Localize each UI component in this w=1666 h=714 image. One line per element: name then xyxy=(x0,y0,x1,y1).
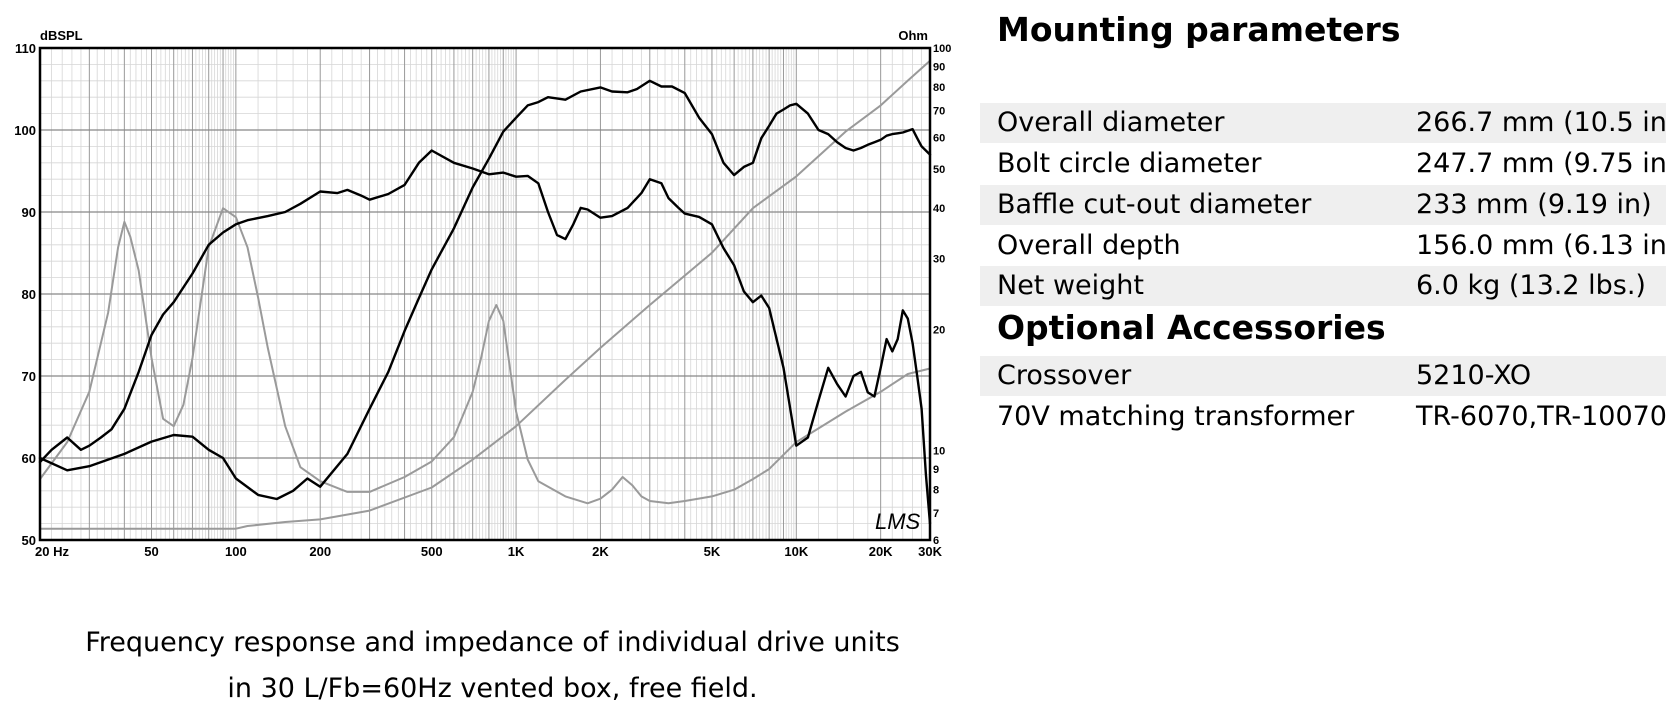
impedance-curve xyxy=(39,59,931,530)
spec-row-70v-transformer: 70V matching transformer TR-6070,TR-1007… xyxy=(980,397,1666,437)
y-axis-ticks: 50 60 70 80 90 100 110 xyxy=(14,41,36,548)
x-tick-label: 5K xyxy=(704,544,721,559)
y2-tick-label: 8 xyxy=(933,485,939,497)
spec-value: 233 mm (9.19 in) xyxy=(1416,189,1652,220)
spec-row-net-weight: Net weight 6.0 kg (13.2 lbs.) xyxy=(980,266,1666,306)
y2-tick-label: 30 xyxy=(933,254,945,266)
x-tick-label: 20 Hz xyxy=(35,544,69,559)
spec-row-overall-depth: Overall depth 156.0 mm (6.13 in) xyxy=(980,226,1666,266)
y2-tick-label: 80 xyxy=(933,82,945,94)
spec-row-overall-diameter: Overall diameter 266.7 mm (10.5 in) xyxy=(980,103,1666,143)
y2-tick-label: 70 xyxy=(933,105,945,117)
x-tick-label: 1K xyxy=(508,544,525,559)
frequency-response-chart: 50 60 70 80 90 100 110 6 7 8 9 10 20 30 40 50 60 70 80 90 1… xyxy=(14,28,951,559)
impedance-curve xyxy=(39,207,931,505)
spec-label: Net weight xyxy=(997,270,1145,301)
y2-axis-label: Ohm xyxy=(898,28,928,43)
y2-tick-label: 20 xyxy=(933,324,945,336)
spl-curve xyxy=(38,79,932,501)
optional-accessories-title: Optional Accessories xyxy=(997,308,1386,347)
spec-value: 5210-XO xyxy=(1416,360,1532,391)
spec-value: 6.0 kg (13.2 lbs.) xyxy=(1416,270,1646,301)
y2-axis-ticks: 6 7 8 9 10 20 30 40 50 60 70 80 90 100 xyxy=(933,43,951,547)
spec-value: 266.7 mm (10.5 in) xyxy=(1416,107,1666,138)
spec-value: TR-6070,TR-10070 xyxy=(1416,401,1666,432)
spec-label: 70V matching transformer xyxy=(997,401,1355,432)
spec-row-crossover: Crossover 5210-XO xyxy=(980,356,1666,396)
y-axis-label: dBSPL xyxy=(40,28,83,43)
series-layer xyxy=(38,59,932,530)
y-tick-label: 110 xyxy=(15,41,36,56)
y2-tick-label: 90 xyxy=(933,61,945,73)
spec-label: Overall depth xyxy=(997,230,1181,261)
x-tick-label: 2K xyxy=(592,544,609,559)
spec-value: 247.7 mm (9.75 in) xyxy=(1416,148,1666,179)
major-grid xyxy=(40,48,930,540)
y-tick-label: 90 xyxy=(22,205,36,220)
y-tick-label: 50 xyxy=(22,533,36,548)
y-tick-label: 100 xyxy=(14,123,36,138)
x-tick-label: 10K xyxy=(784,544,808,559)
spec-row-bolt-circle-diameter: Bolt circle diameter 247.7 mm (9.75 in) xyxy=(980,144,1666,184)
lms-watermark: LMS xyxy=(875,509,921,534)
x-tick-label: 200 xyxy=(309,544,331,559)
y-tick-label: 60 xyxy=(22,451,36,466)
spl-curve xyxy=(38,149,932,525)
spec-label: Overall diameter xyxy=(997,107,1225,138)
y2-tick-label: 60 xyxy=(933,132,945,144)
y2-tick-label: 10 xyxy=(933,446,945,458)
mounting-parameters-title: Mounting parameters xyxy=(997,10,1401,49)
x-tick-label: 500 xyxy=(421,544,443,559)
y2-tick-label: 6 xyxy=(933,535,939,547)
y-tick-label: 70 xyxy=(22,369,36,384)
plot-frame xyxy=(38,46,932,542)
x-tick-label: 100 xyxy=(225,544,247,559)
spec-label: Bolt circle diameter xyxy=(997,148,1262,179)
y2-tick-label: 40 xyxy=(933,203,945,215)
x-tick-label: 20K xyxy=(869,544,893,559)
x-tick-label: 30K xyxy=(918,544,942,559)
x-tick-label: 50 xyxy=(144,544,158,559)
chart-caption-line-2: in 30 L/Fb=60Hz vented box, free field. xyxy=(227,673,758,704)
chart-caption-line-1: Frequency response and impedance of indi… xyxy=(85,627,900,658)
x-axis-ticks: 20 Hz 50 100 200 500 1K 2K 5K 10K 20K 30K xyxy=(35,544,943,559)
spec-label: Crossover xyxy=(997,360,1132,391)
spec-row-baffle-cutout-diameter: Baffle cut-out diameter 233 mm (9.19 in) xyxy=(980,185,1666,225)
y-tick-label: 80 xyxy=(22,287,36,302)
spec-label: Baffle cut-out diameter xyxy=(997,189,1312,220)
y2-tick-label: 50 xyxy=(933,164,945,176)
y2-tick-label: 100 xyxy=(933,43,951,55)
y2-tick-label: 9 xyxy=(933,464,939,476)
spec-value: 156.0 mm (6.13 in) xyxy=(1416,230,1666,261)
y2-tick-label: 7 xyxy=(933,508,939,520)
